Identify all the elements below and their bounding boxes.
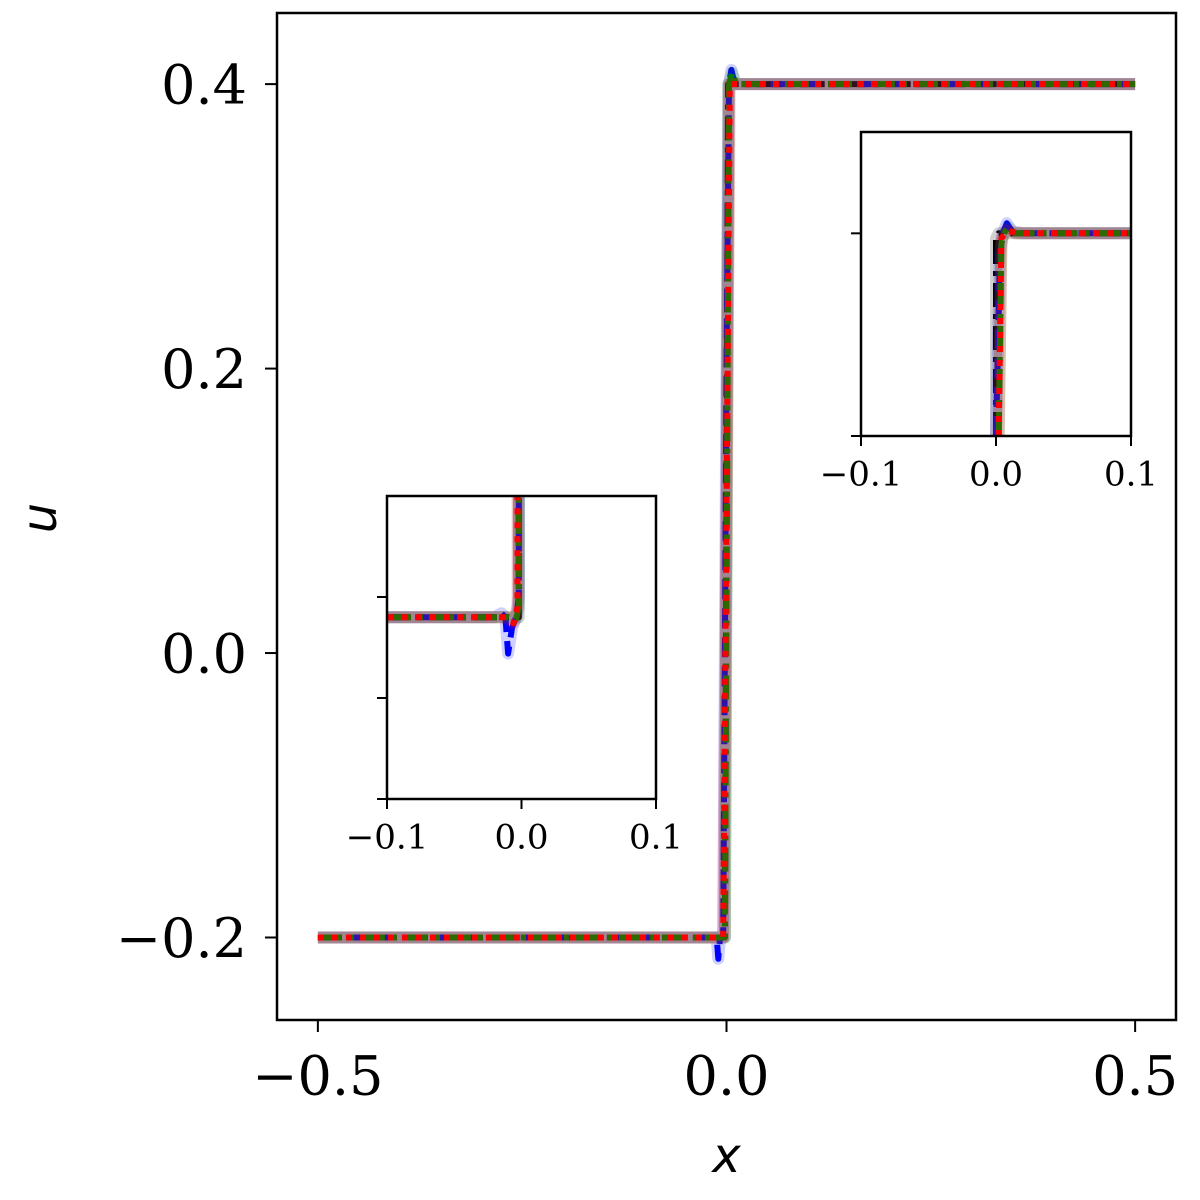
inset-left-axes: −0.1 0.0 0.1 [346,494,683,858]
inset-right-xtick-label: 0.0 [969,455,1023,495]
main-series-2-line [317,69,1136,941]
inset-left-series-3-line [387,496,521,627]
main-ylabel: u [12,503,68,533]
inset-left-xtick-label: 0.1 [629,818,683,858]
inset-left-series-group [387,496,525,660]
main-xtick-label: −0.5 [252,1045,383,1108]
main-series-3-line [317,81,1136,941]
inset-left-xtick-label: −0.1 [346,818,429,858]
inset-left-xtick-label: 0.0 [494,818,548,858]
inset-right-xtick-label: 0.1 [1104,455,1158,495]
main-xtick-label: 0.0 [684,1045,770,1108]
main-series-group [317,63,1136,965]
inset-right-series-group [990,217,1131,436]
main-ytick-label: 0.4 [161,54,247,117]
inset-right-series-3-line [995,227,1131,436]
main-ytick-label: 0.0 [161,622,247,685]
main-ytick-label: −0.2 [116,907,247,970]
main-ytick-label: 0.2 [161,338,247,401]
inset-right-series-2-line [995,224,1131,436]
main-xlabel: x [710,1128,741,1184]
inset-right-xtick-label: −0.1 [820,455,903,495]
inset-left-series-2-line [387,496,522,623]
main-xtick-label: 0.5 [1092,1045,1178,1108]
inset-right-axes: −0.1 0.0 0.1 [820,130,1158,495]
